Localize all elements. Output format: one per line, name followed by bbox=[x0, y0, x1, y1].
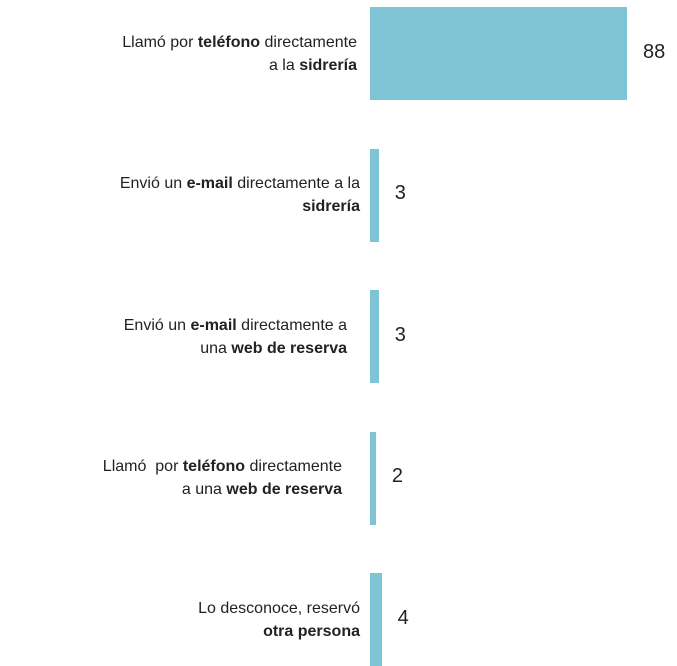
label-text: Envió un bbox=[119, 175, 187, 192]
bar bbox=[370, 573, 382, 666]
label-text: a la bbox=[268, 56, 300, 74]
label-text: una bbox=[200, 339, 232, 357]
label-line: otra persona bbox=[0, 620, 360, 643]
label-bold: otra persona bbox=[263, 622, 360, 640]
value-label: 3 bbox=[394, 182, 406, 204]
label-line: una web de reserva bbox=[0, 337, 347, 360]
label-text: directamente bbox=[260, 33, 358, 51]
label-bold: web de reserva bbox=[226, 481, 342, 498]
label-text: directamente a la bbox=[232, 175, 360, 192]
label-line: Envió un e-mail directamente a la bbox=[0, 172, 360, 195]
label-line: sidrería bbox=[0, 195, 360, 218]
label-bold: e-mail bbox=[190, 316, 237, 334]
category-label: Envió un e-mail directamente a la sidrerí… bbox=[0, 172, 360, 218]
label-bold: sidrería bbox=[302, 198, 360, 215]
label-text: Llamó por bbox=[122, 33, 198, 51]
label-text: a una bbox=[181, 481, 227, 498]
label-bold: teléfono bbox=[197, 33, 261, 51]
value-label: 3 bbox=[394, 323, 406, 346]
label-bold: web de reserva bbox=[231, 339, 347, 357]
label-line: Llamó por teléfono directamente bbox=[0, 455, 342, 478]
label-line: a la sidrería bbox=[0, 54, 357, 77]
bar bbox=[370, 148, 379, 242]
label-line: a una web de reserva bbox=[0, 478, 342, 501]
category-label: Lo desconoce, reservó otra persona bbox=[0, 597, 360, 643]
category-label: Llamó por teléfono directamente a una web… bbox=[0, 455, 342, 501]
bar bbox=[370, 431, 376, 525]
label-text: Lo desconoce, reservó bbox=[198, 599, 360, 617]
value-label: 2 bbox=[391, 465, 403, 487]
bar bbox=[370, 7, 627, 100]
bar bbox=[370, 290, 379, 383]
label-text: Envió un bbox=[123, 316, 191, 334]
label-bold: sidrería bbox=[299, 56, 357, 74]
label-bold: teléfono bbox=[182, 458, 246, 475]
label-bold: e-mail bbox=[186, 175, 233, 192]
label-text: directamente bbox=[245, 458, 343, 475]
label-line: Llamó por teléfono directamente bbox=[0, 31, 357, 54]
label-text: directamente a bbox=[236, 316, 347, 334]
value-label: 88 bbox=[643, 40, 666, 63]
label-line: Envió un e-mail directamente a bbox=[0, 314, 347, 337]
category-label: Envió un e-mail directamente a una web de… bbox=[0, 314, 347, 360]
label-text: Llamó por bbox=[102, 458, 183, 475]
value-label: 4 bbox=[397, 606, 409, 629]
label-line: Lo desconoce, reservó bbox=[0, 597, 360, 620]
category-label: Llamó por teléfono directamente a la sidr… bbox=[0, 31, 357, 77]
